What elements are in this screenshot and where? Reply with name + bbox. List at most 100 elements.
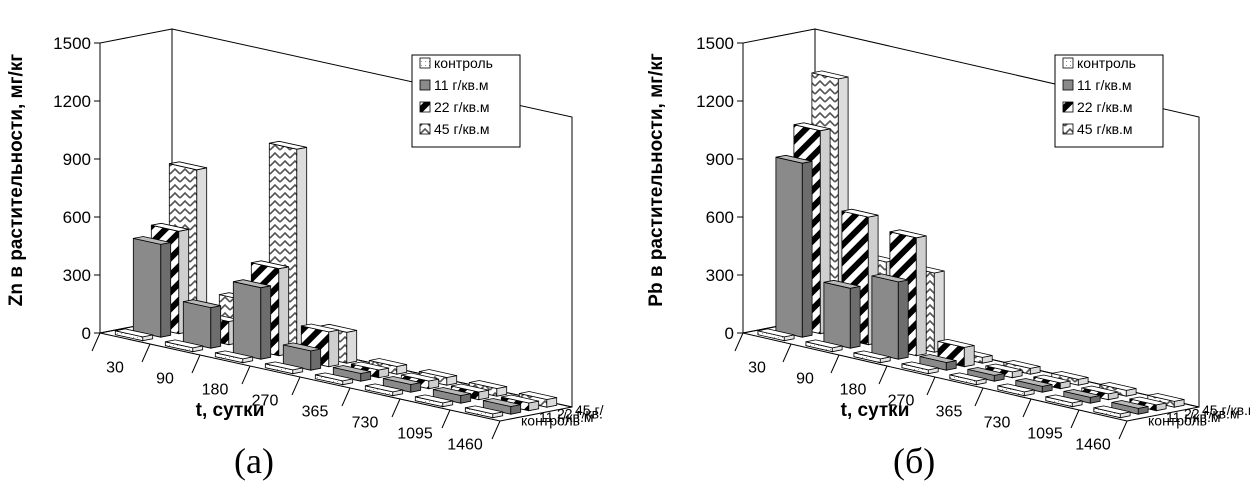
- bar: [1015, 378, 1053, 393]
- bar: [901, 361, 939, 375]
- bar-top: [1099, 382, 1137, 391]
- chart-svg-b: 0 300 600 900 1200 1500 30 90 180 270 365 730 1095 14…: [646, 28, 1250, 454]
- bar: [871, 273, 909, 360]
- bar-front: [182, 301, 212, 349]
- bar-top: [369, 358, 407, 367]
- bar-top: [1045, 394, 1083, 404]
- bar: [1093, 405, 1131, 419]
- bar-top: [451, 383, 489, 393]
- depth-label: 11 г/кв.м: [1166, 409, 1221, 425]
- bar-top: [383, 376, 421, 385]
- x-tick-label: 270: [252, 393, 279, 410]
- bar-front: [232, 281, 262, 360]
- x-tick: [241, 365, 251, 385]
- bar: [949, 372, 987, 386]
- x-tick: [441, 409, 451, 429]
- bar-top: [889, 229, 927, 239]
- bar-top: [183, 299, 221, 309]
- legend-swatch: [419, 123, 431, 135]
- x-tick-label: 270: [888, 393, 915, 410]
- legend-label: 45 г/кв.м: [434, 121, 490, 137]
- bar-top: [169, 161, 207, 171]
- x-axis-title: t, сутки: [196, 400, 265, 421]
- legend-label: контроль: [1077, 55, 1136, 71]
- bar: [282, 342, 322, 371]
- bar-top: [415, 394, 453, 404]
- x-tick-label: 1460: [1075, 437, 1111, 454]
- x-tick: [1070, 409, 1080, 429]
- x-tick: [1022, 398, 1032, 418]
- bar-top: [1093, 405, 1131, 415]
- y-tick-label: 300: [706, 266, 734, 285]
- bar-top: [757, 328, 795, 338]
- bar-top: [823, 279, 861, 289]
- bar: [182, 299, 222, 349]
- depth-label: 22 г/кв.м: [1184, 405, 1240, 421]
- bar-top: [233, 279, 271, 289]
- y-tick-label: 1500: [53, 34, 91, 53]
- bar-top: [1033, 374, 1071, 384]
- bar-top: [401, 372, 439, 382]
- x-tick-label: 365: [936, 404, 963, 421]
- x-tick: [1118, 420, 1128, 440]
- bar-side: [278, 266, 290, 357]
- chart-panel-a: 0 300 600 900 1200 1500 30 90 180 270 365 730 1095 14…: [6, 28, 604, 481]
- bar-top: [919, 354, 957, 363]
- x-tick: [341, 387, 351, 407]
- x-tick: [734, 332, 744, 352]
- legend-label: 11 г/кв.м: [1077, 77, 1132, 93]
- bar-top: [793, 122, 831, 132]
- bar-top: [419, 369, 457, 378]
- bar-top: [967, 367, 1005, 376]
- legend-label: 22 г/кв.м: [1077, 99, 1133, 115]
- legend-swatch: [1062, 79, 1074, 91]
- bar-top: [265, 361, 303, 371]
- bar: [114, 328, 154, 342]
- bar-top: [985, 363, 1023, 373]
- x-tick: [191, 354, 201, 374]
- bar-side: [801, 160, 813, 338]
- bar: [967, 367, 1005, 382]
- bar: [823, 279, 861, 349]
- x-tick-label: 30: [106, 360, 124, 377]
- chart-caption-a: (а): [234, 441, 274, 481]
- bar: [997, 383, 1035, 397]
- y-tick-label: 600: [706, 208, 734, 227]
- legend-label: 11 г/кв.м: [434, 77, 489, 93]
- bar: [1051, 371, 1089, 386]
- bar: [464, 405, 504, 419]
- x-tick-label: 730: [984, 415, 1011, 432]
- x-tick-label: 180: [202, 382, 229, 399]
- bar-top: [483, 398, 521, 407]
- x-tick: [830, 354, 840, 374]
- y-tick-label: 1200: [53, 92, 91, 111]
- x-tick: [926, 376, 936, 396]
- bar: [432, 387, 472, 404]
- bar-top: [949, 372, 987, 382]
- x-tick: [91, 332, 101, 352]
- bar-top: [115, 328, 153, 338]
- x-tick: [141, 343, 151, 363]
- bar-top: [365, 383, 403, 393]
- depth-label: 22 г/кв.: [557, 405, 603, 421]
- bar-top: [1015, 378, 1053, 387]
- bar-top: [315, 372, 353, 382]
- y-tick-label: 0: [82, 324, 91, 343]
- legend-swatch: [419, 79, 431, 91]
- y-axis-title: Zn в растительности, мг/кг: [6, 54, 27, 306]
- bar: [382, 376, 422, 393]
- x-tick: [878, 365, 888, 385]
- x-tick: [974, 387, 984, 407]
- bar: [132, 236, 172, 338]
- x-tick-label: 365: [302, 404, 329, 421]
- bar: [805, 339, 843, 353]
- bar-top: [937, 338, 975, 348]
- bar: [314, 372, 354, 386]
- x-tick-label: 90: [156, 371, 174, 388]
- bar: [232, 279, 272, 360]
- bar: [1129, 396, 1167, 412]
- x-tick-label: 1095: [1027, 426, 1063, 443]
- bar-top: [775, 154, 813, 164]
- bar-top: [1051, 371, 1089, 380]
- bar: [214, 350, 254, 364]
